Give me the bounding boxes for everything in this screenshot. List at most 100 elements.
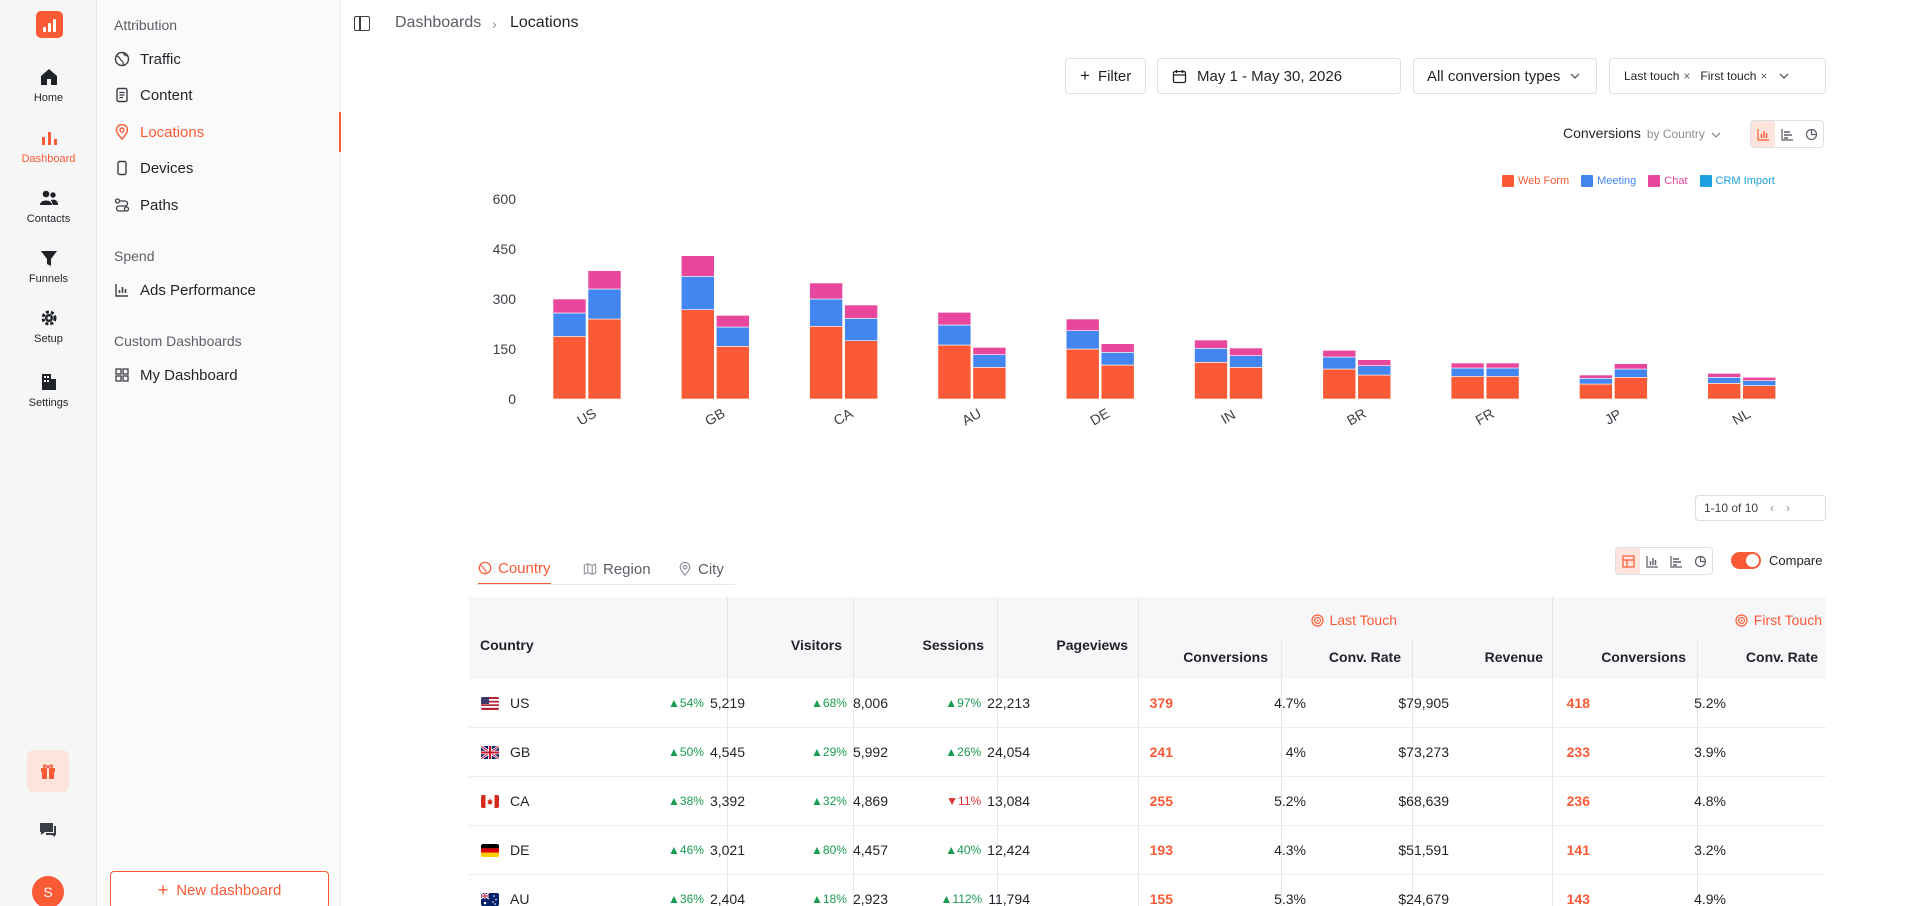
- bar-nl-first-web-form[interactable]: [1742, 385, 1776, 400]
- legend-item[interactable]: Chat: [1648, 175, 1688, 187]
- chart-metric-select[interactable]: Conversions by Country: [1563, 125, 1721, 141]
- col-ft-conversions-header[interactable]: Conversions: [1601, 649, 1686, 665]
- sidebar-item-my-dashboard[interactable]: My Dashboard: [114, 360, 341, 390]
- bar-de-first-chat[interactable]: [1100, 343, 1135, 353]
- col-ft-conv-rate-header[interactable]: Conv. Rate: [1745, 649, 1818, 665]
- bar-in-last-web-form[interactable]: [1194, 362, 1228, 400]
- bar-in-first-web-form[interactable]: [1229, 367, 1263, 400]
- bar-chart-type-icon[interactable]: [1751, 121, 1775, 147]
- bar-fr-first-chat[interactable]: [1485, 362, 1520, 369]
- bar-us-last-meeting[interactable]: [552, 312, 587, 337]
- bar-in-first-chat[interactable]: [1229, 347, 1263, 356]
- chip-first-touch[interactable]: First touch ×: [1700, 69, 1767, 83]
- col-country-header[interactable]: Country: [480, 637, 534, 653]
- bar-ca-last-meeting[interactable]: [809, 298, 843, 327]
- horizontal-bar-type-icon[interactable]: [1664, 548, 1688, 574]
- conversion-types-select[interactable]: All conversion types: [1413, 58, 1597, 94]
- bar-gb-last-chat[interactable]: [681, 255, 715, 277]
- table-view-icon[interactable]: [1616, 548, 1640, 574]
- bar-br-last-meeting[interactable]: [1322, 356, 1357, 370]
- table-row[interactable]: GB ▲50% 4,545 ▲29% 5,992 ▲26% 24,054 241 4% $73,2…: [469, 728, 1826, 777]
- table-row[interactable]: US ▲54% 5,219 ▲68% 8,006 ▲97% 22,213 379 4.7% $79…: [469, 679, 1826, 728]
- app-logo[interactable]: [36, 11, 63, 38]
- sidebar-item-paths[interactable]: Paths: [114, 190, 341, 220]
- bar-jp-first-chat[interactable]: [1614, 363, 1648, 370]
- bar-gb-last-meeting[interactable]: [681, 276, 715, 310]
- bar-us-first-chat[interactable]: [587, 270, 622, 290]
- chip-last-touch[interactable]: Last touch ×: [1624, 69, 1690, 83]
- col-lt-conv-rate-header[interactable]: Conv. Rate: [1328, 649, 1401, 665]
- rail-home[interactable]: Home: [0, 67, 97, 104]
- bar-au-first-web-form[interactable]: [972, 367, 1007, 400]
- col-lt-revenue-header[interactable]: Revenue: [1484, 649, 1543, 665]
- bar-in-last-meeting[interactable]: [1194, 348, 1228, 363]
- bar-de-first-web-form[interactable]: [1100, 364, 1135, 400]
- bar-de-last-web-form[interactable]: [1065, 348, 1100, 400]
- horizontal-bar-type-icon[interactable]: [1775, 121, 1799, 147]
- pie-chart-type-icon[interactable]: [1688, 548, 1712, 574]
- gift-button[interactable]: [27, 750, 69, 792]
- bar-us-first-meeting[interactable]: [587, 288, 622, 320]
- table-row[interactable]: AU ▲36% 2,404 ▲18% 2,923 ▲112% 11,794 155 5.3% $2…: [469, 875, 1826, 906]
- bar-jp-last-meeting[interactable]: [1579, 378, 1613, 385]
- sidebar-toggle-icon[interactable]: [354, 16, 370, 31]
- bar-au-first-meeting[interactable]: [972, 354, 1007, 368]
- sidebar-item-ads-performance[interactable]: Ads Performance: [114, 275, 341, 305]
- bar-nl-first-chat[interactable]: [1742, 377, 1776, 381]
- bar-gb-first-chat[interactable]: [716, 315, 750, 328]
- bar-gb-first-web-form[interactable]: [716, 346, 750, 400]
- bar-fr-last-meeting[interactable]: [1450, 367, 1485, 377]
- tab-region[interactable]: Region: [583, 553, 651, 585]
- pie-chart-type-icon[interactable]: [1799, 121, 1823, 147]
- bar-jp-first-meeting[interactable]: [1614, 368, 1648, 378]
- bar-jp-last-web-form[interactable]: [1579, 383, 1613, 400]
- bar-br-first-web-form[interactable]: [1357, 374, 1392, 400]
- bar-fr-first-web-form[interactable]: [1485, 376, 1520, 400]
- chat-icon[interactable]: [38, 821, 58, 839]
- bar-ca-last-web-form[interactable]: [809, 326, 843, 400]
- bar-br-last-web-form[interactable]: [1322, 368, 1357, 400]
- close-icon[interactable]: ×: [1683, 69, 1691, 83]
- bar-br-first-meeting[interactable]: [1357, 365, 1392, 376]
- table-row[interactable]: DE ▲46% 3,021 ▲80% 4,457 ▲40% 12,424 193 4.3% $51…: [469, 826, 1826, 875]
- bar-nl-first-meeting[interactable]: [1742, 380, 1776, 386]
- bar-br-first-chat[interactable]: [1357, 359, 1392, 366]
- col-sessions-header[interactable]: Sessions: [922, 637, 984, 653]
- bar-jp-first-web-form[interactable]: [1614, 377, 1648, 400]
- tab-country[interactable]: Country: [478, 553, 551, 585]
- user-avatar[interactable]: S: [32, 876, 64, 906]
- bar-br-last-chat[interactable]: [1322, 350, 1357, 358]
- col-lt-conversions-header[interactable]: Conversions: [1183, 649, 1268, 665]
- chevron-left-icon[interactable]: ‹: [1770, 501, 1775, 515]
- date-range-picker[interactable]: May 1 - May 30, 2026: [1157, 58, 1401, 94]
- sidebar-item-devices[interactable]: Devices: [114, 153, 341, 183]
- bar-ca-first-chat[interactable]: [844, 304, 878, 319]
- bar-fr-last-web-form[interactable]: [1450, 376, 1485, 400]
- filter-button[interactable]: + Filter: [1065, 58, 1146, 94]
- bar-au-last-meeting[interactable]: [937, 324, 972, 346]
- bar-au-first-chat[interactable]: [972, 347, 1007, 355]
- sidebar-item-locations[interactable]: Locations: [114, 112, 341, 152]
- bar-in-last-chat[interactable]: [1194, 339, 1228, 349]
- bar-in-first-meeting[interactable]: [1229, 355, 1263, 368]
- bar-nl-last-web-form[interactable]: [1707, 383, 1741, 400]
- bar-ca-first-meeting[interactable]: [844, 318, 878, 341]
- sidebar-item-content[interactable]: Content: [114, 80, 341, 110]
- col-visitors-header[interactable]: Visitors: [790, 637, 842, 653]
- bar-jp-last-chat[interactable]: [1579, 374, 1613, 379]
- bar-nl-last-chat[interactable]: [1707, 373, 1741, 378]
- bar-gb-last-web-form[interactable]: [681, 309, 715, 400]
- bar-de-last-meeting[interactable]: [1065, 330, 1100, 350]
- bar-de-first-meeting[interactable]: [1100, 352, 1135, 366]
- rail-setup[interactable]: Setup: [0, 308, 97, 345]
- bar-nl-last-meeting[interactable]: [1707, 377, 1741, 384]
- bar-gb-first-meeting[interactable]: [716, 326, 750, 347]
- legend-item[interactable]: CRM Import: [1699, 175, 1775, 187]
- close-icon[interactable]: ×: [1760, 69, 1768, 83]
- breadcrumb-parent[interactable]: Dashboards: [395, 14, 482, 31]
- bar-ca-first-web-form[interactable]: [844, 340, 878, 400]
- bar-au-last-web-form[interactable]: [937, 344, 972, 400]
- legend-item[interactable]: Meeting: [1581, 175, 1636, 187]
- rail-funnels[interactable]: Funnels: [0, 248, 97, 285]
- bar-us-last-chat[interactable]: [552, 298, 587, 314]
